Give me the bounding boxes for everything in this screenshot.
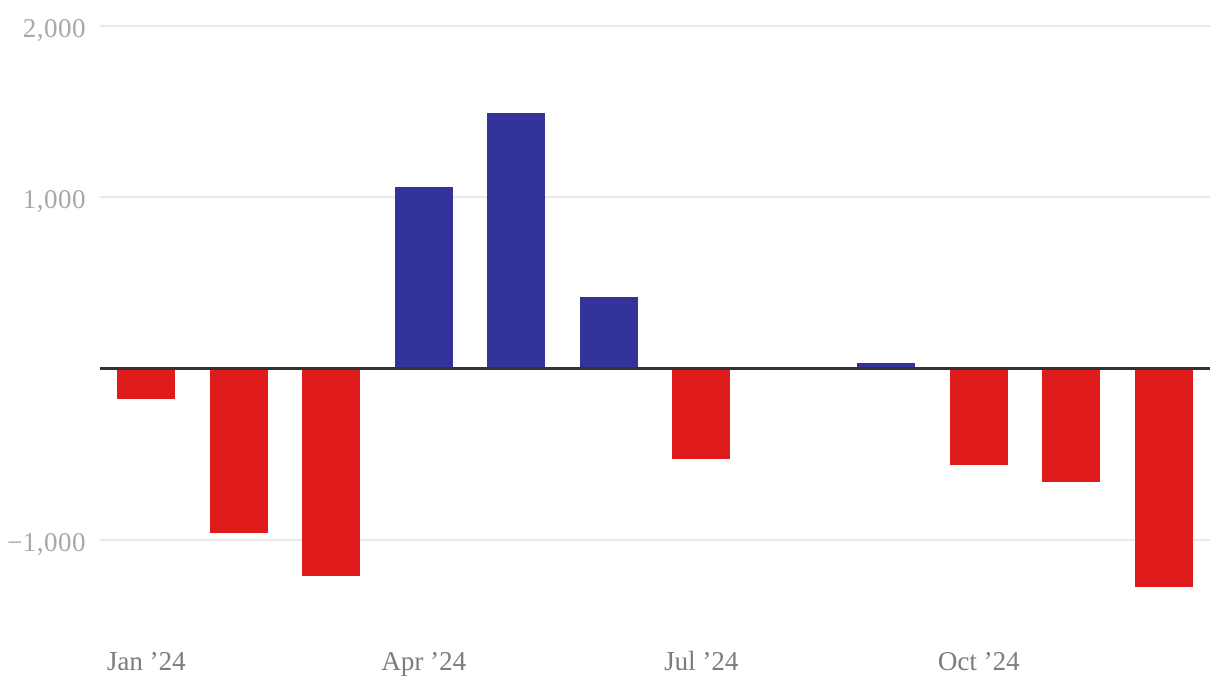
x-tick-label-apr-24: Apr ’24 xyxy=(381,646,467,676)
bar-feb-24 xyxy=(209,368,268,534)
y-tick-label--1000: −1,000 xyxy=(7,527,86,557)
bar-jul-24 xyxy=(672,368,731,460)
bar-jan-24 xyxy=(117,368,176,400)
bar-apr-24 xyxy=(394,186,453,369)
bar-jun-24 xyxy=(579,297,638,369)
y-tick-label-2000: 2,000 xyxy=(22,12,86,43)
zero-axis-line xyxy=(100,366,1210,371)
gridline-2000 xyxy=(100,24,1210,27)
y-tick-label-1000: 1,000 xyxy=(22,184,86,214)
x-tick-label-jan-24: Jan ’24 xyxy=(106,646,186,676)
bar-may-24 xyxy=(487,113,546,369)
bar-oct-24 xyxy=(949,368,1008,466)
gridline-1000 xyxy=(100,196,1210,198)
x-tick-label-oct-24: Oct ’24 xyxy=(937,646,1020,676)
bar-sep-24 xyxy=(857,363,916,369)
bar-dec-24 xyxy=(1134,368,1193,588)
x-tick-label-jul-24: Jul ’24 xyxy=(664,646,739,676)
bar-nov-24 xyxy=(1042,368,1101,482)
gridline--1000 xyxy=(100,539,1210,541)
bar-mar-24 xyxy=(302,368,361,576)
